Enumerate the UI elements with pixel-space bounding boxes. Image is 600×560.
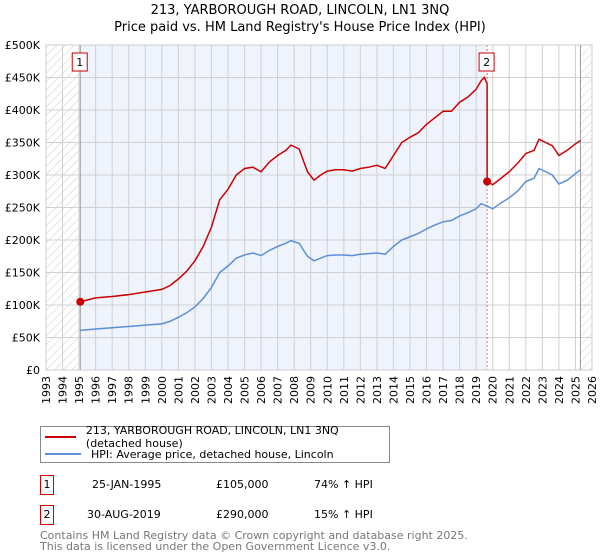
y-tick-label: £300K (5, 169, 41, 182)
sale-point (483, 177, 492, 186)
sale-marker-badge: 2 (40, 505, 54, 525)
sale-label-box (478, 52, 495, 72)
sale-date: 25-JAN-1995 (92, 478, 162, 491)
x-tick-label: 2016 (421, 376, 434, 404)
property-line (80, 76, 581, 303)
x-tick-label: 2002 (189, 376, 202, 404)
y-tick-label: £350K (5, 137, 41, 150)
y-tick-label: £250K (5, 202, 41, 215)
x-tick-label: 2001 (172, 376, 185, 404)
y-tick-label: £100K (5, 299, 41, 312)
hpi-line (80, 167, 581, 332)
x-tick-label: 1997 (106, 376, 119, 404)
x-tick-label: 2012 (354, 376, 367, 404)
x-tick-label: 2014 (387, 376, 400, 404)
x-tick-label: 2010 (321, 376, 334, 404)
x-tick-label: 1998 (123, 376, 136, 404)
y-tick-label: £150K (5, 267, 41, 280)
x-tick-label: 2022 (520, 376, 533, 404)
x-tick-label: 2024 (553, 376, 566, 404)
sale-date: 30-AUG-2019 (87, 508, 161, 521)
x-tick-label: 1999 (139, 376, 152, 404)
footer-line-2: This data is licensed under the Open Gov… (40, 540, 391, 553)
x-tick-label: 1995 (73, 376, 86, 404)
plot-border (45, 44, 593, 371)
x-tick-label: 2018 (454, 376, 467, 404)
sale-label: 1 (76, 56, 83, 69)
x-tick-label: 2013 (371, 376, 384, 404)
y-tick-label: £0 (26, 364, 40, 377)
x-tick-label: 2019 (470, 376, 483, 404)
footer: Contains HM Land Registry data © Crown c… (40, 530, 468, 552)
x-tick-label: 2015 (404, 376, 417, 404)
y-tick-label: £400K (5, 104, 41, 117)
x-tick-label: 2020 (487, 376, 500, 404)
sale-price: £290,000 (216, 508, 269, 521)
legend-swatch-property (45, 436, 76, 438)
title-line-2: Price paid vs. HM Land Registry's House … (114, 20, 486, 35)
x-tick-label: 2004 (222, 376, 235, 404)
price-chart: 1993 1994 1995 1996 1997 1998 1999 2000 2001 2002… (5, 39, 599, 404)
x-tick-label: 2025 (569, 376, 582, 404)
sale-hpi-change: 15% ↑ HPI (314, 508, 373, 521)
y-tick-label: £50K (12, 332, 41, 345)
x-tick-label: 2007 (272, 376, 285, 404)
x-tick-label: 1996 (90, 376, 103, 404)
y-tick-label: £450K (5, 72, 41, 85)
legend-swatch-hpi (45, 453, 81, 455)
legend: 213, YARBOROUGH ROAD, LINCOLN, LN1 3NQ (… (40, 424, 390, 463)
x-tick-label: 1994 (57, 376, 70, 404)
x-tick-label: 2017 (437, 376, 450, 404)
title-line-1: 213, YARBOROUGH ROAD, LINCOLN, LN1 3NQ (150, 3, 450, 18)
sale-hpi-change: 74% ↑ HPI (314, 478, 373, 491)
x-tick-label: 1993 (40, 376, 53, 404)
sale-marker-badge: 1 (40, 475, 54, 495)
x-tick-label: 2003 (205, 376, 218, 404)
y-tick-label: £500K (5, 39, 41, 52)
footer-line-1: Contains HM Land Registry data © Crown c… (40, 529, 468, 542)
x-tick-label: 2011 (338, 376, 351, 404)
sale-label-box (71, 52, 88, 72)
sale-label: 2 (483, 56, 490, 69)
x-tick-label: 2005 (239, 376, 252, 404)
sale-price: £105,000 (216, 478, 269, 491)
x-tick-label: 2006 (255, 376, 268, 404)
x-tick-label: 2026 (586, 376, 599, 404)
legend-label-property: 213, YARBOROUGH ROAD, LINCOLN, LN1 3NQ (… (85, 424, 339, 450)
x-tick-label: 2021 (503, 376, 516, 404)
legend-label-hpi: HPI: Average price, detached house, Linc… (91, 447, 334, 461)
x-tick-label: 2008 (288, 376, 301, 404)
x-tick-label: 2023 (536, 376, 549, 404)
x-tick-label: 2009 (305, 376, 318, 404)
sale-point (76, 297, 85, 306)
y-tick-label: £200K (5, 234, 41, 247)
x-tick-label: 2000 (156, 376, 169, 404)
chart-title: 213, YARBOROUGH ROAD, LINCOLN, LN1 3NQ P… (0, 2, 600, 36)
